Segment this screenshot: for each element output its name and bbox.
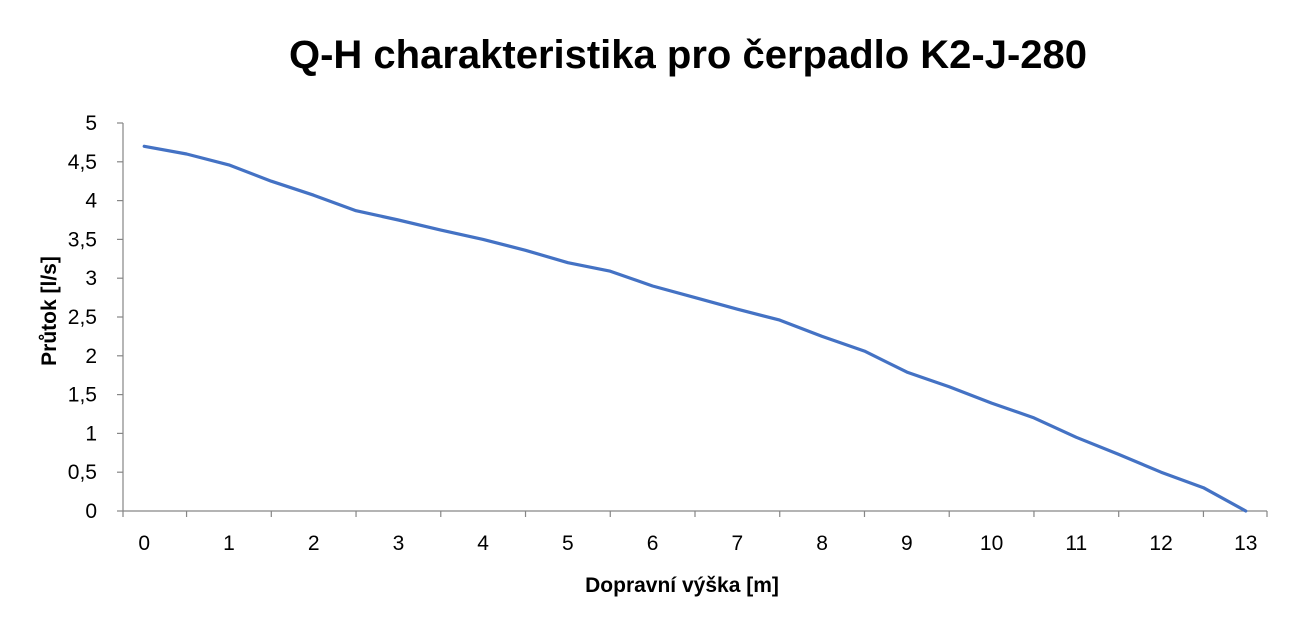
series-group xyxy=(142,144,1248,513)
x-tick-label: 4 xyxy=(477,532,489,555)
y-tick-label: 1,5 xyxy=(68,384,97,407)
chart-title: Q-H charakteristika pro čerpadlo K2-J-28… xyxy=(289,33,1087,77)
x-tick-label: 3 xyxy=(393,532,405,555)
x-tick-label: 7 xyxy=(732,532,744,555)
y-tick-label: 4 xyxy=(85,190,97,213)
x-axis-label: Dopravní výška [m] xyxy=(585,574,779,597)
series-line xyxy=(142,144,1248,513)
axes xyxy=(117,122,1268,517)
y-tick-label: 2,5 xyxy=(68,306,97,329)
x-tick-label: 8 xyxy=(816,532,828,555)
x-tick-label: 6 xyxy=(647,532,659,555)
y-tick-label: 2 xyxy=(85,345,97,368)
x-tick-label: 9 xyxy=(901,532,913,555)
y-tick-label: 3,5 xyxy=(68,228,97,251)
x-tick-label: 2 xyxy=(308,532,320,555)
y-tick-label: 1 xyxy=(85,422,97,445)
y-tick-label: 0,5 xyxy=(68,461,97,484)
x-tick-label: 13 xyxy=(1234,532,1257,555)
tick-labels: 00,511,522,533,544,550 1 2 3 4 5 6 7 8 9 10 11 12 13 xyxy=(68,112,1258,555)
y-tick-label: 5 xyxy=(85,112,97,135)
x-tick-label: 11 xyxy=(1065,532,1087,555)
y-tick-label: 4,5 xyxy=(68,151,97,174)
y-axis-label: Průtok [l/s] xyxy=(38,256,61,366)
x-tick-label: 12 xyxy=(1149,532,1172,555)
x-tick-label: 0 xyxy=(138,532,150,555)
x-tick-label: 1 xyxy=(223,532,235,555)
y-tick-label: 3 xyxy=(85,267,97,290)
y-tick-label: 0 xyxy=(85,500,97,523)
x-tick-label: 5 xyxy=(562,532,574,555)
x-tick-label: 10 xyxy=(980,532,1003,555)
